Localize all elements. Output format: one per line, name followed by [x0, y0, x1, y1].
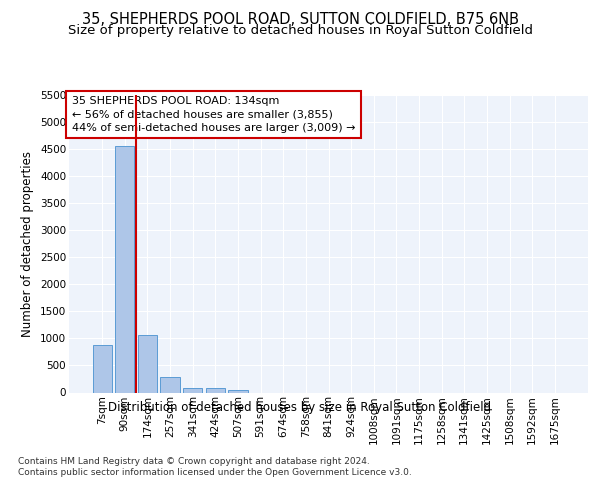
Bar — [229, 390, 248, 392]
Text: Contains HM Land Registry data © Crown copyright and database right 2024.
Contai: Contains HM Land Registry data © Crown c… — [18, 458, 412, 477]
Bar — [92, 345, 112, 393]
Bar — [115, 146, 134, 392]
Text: 35, SHEPHERDS POOL ROAD, SUTTON COLDFIELD, B75 6NB: 35, SHEPHERDS POOL ROAD, SUTTON COLDFIEL… — [82, 12, 518, 28]
Bar — [160, 377, 180, 392]
Bar — [138, 335, 157, 392]
Text: Distribution of detached houses by size in Royal Sutton Coldfield: Distribution of detached houses by size … — [109, 401, 491, 414]
Y-axis label: Number of detached properties: Number of detached properties — [22, 151, 34, 337]
Text: Size of property relative to detached houses in Royal Sutton Coldfield: Size of property relative to detached ho… — [67, 24, 533, 37]
Text: 35 SHEPHERDS POOL ROAD: 134sqm
← 56% of detached houses are smaller (3,855)
44% : 35 SHEPHERDS POOL ROAD: 134sqm ← 56% of … — [71, 96, 355, 133]
Bar — [206, 388, 225, 392]
Bar — [183, 388, 202, 392]
